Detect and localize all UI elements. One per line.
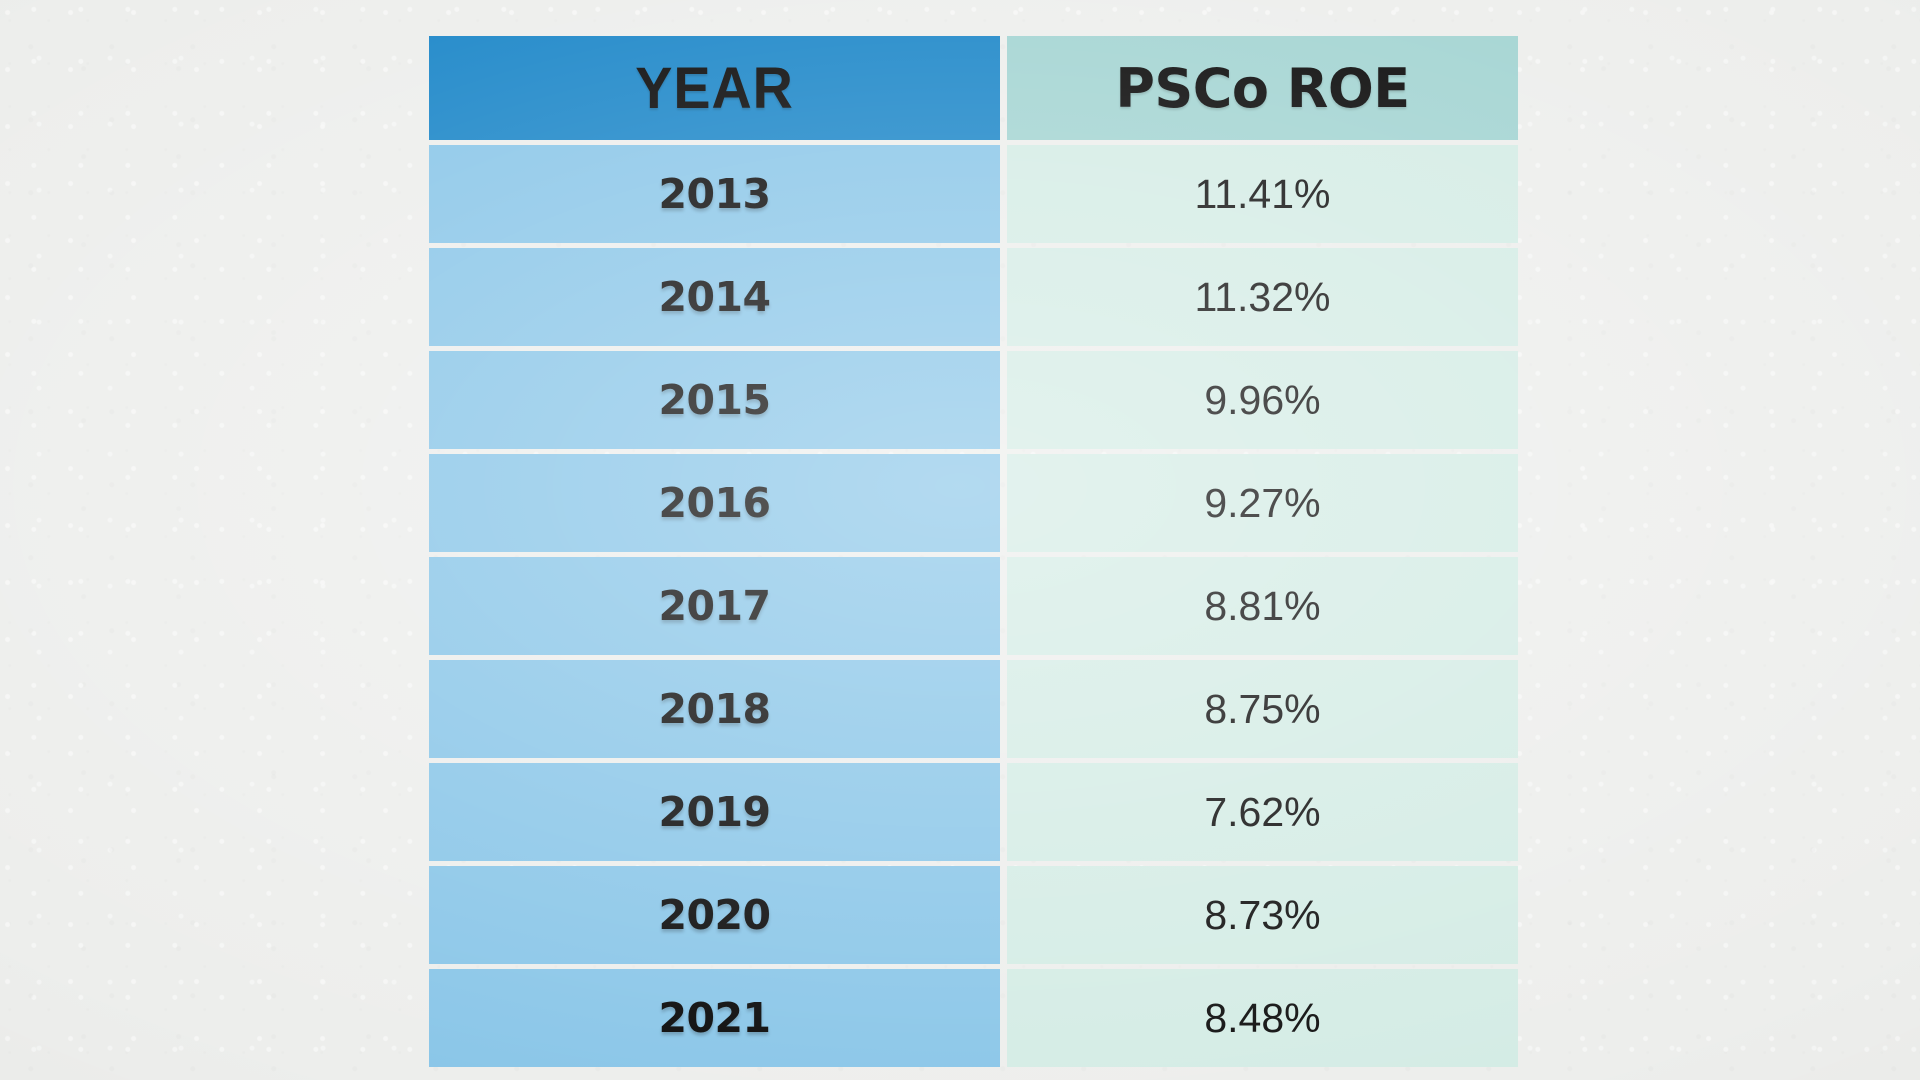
cell-year-value: 2015 [658,376,771,424]
table-header-row: YEAR PSCo ROE [429,36,1518,140]
table-row[interactable]: 2017 8.81% [429,557,1518,655]
cell-year-value: 2020 [658,891,771,939]
cell-roe-value: 11.41% [1194,170,1331,217]
cell-roe[interactable]: 8.75% [1007,660,1518,758]
cell-year-value: 2019 [658,788,771,836]
cell-roe-value: 8.48% [1204,994,1321,1041]
cell-roe-value: 9.27% [1204,479,1321,526]
column-header-roe[interactable]: PSCo ROE [1007,36,1518,140]
cell-year[interactable]: 2013 [429,145,1000,243]
cell-roe-value: 11.32% [1194,273,1331,320]
cell-roe[interactable]: 8.81% [1007,557,1518,655]
cell-roe[interactable]: 11.41% [1007,145,1518,243]
table-row[interactable]: 2016 9.27% [429,454,1518,552]
table-row[interactable]: 2015 9.96% [429,351,1518,449]
cell-year[interactable]: 2015 [429,351,1000,449]
psco-roe-table: YEAR PSCo ROE 2013 11.41% 2014 11.32% 2015 9.… [429,36,1518,1067]
cell-roe[interactable]: 9.27% [1007,454,1518,552]
cell-roe-value: 8.81% [1204,582,1321,629]
cell-roe[interactable]: 8.48% [1007,969,1518,1067]
column-header-roe-label: PSCo ROE [1115,56,1410,120]
column-header-year[interactable]: YEAR [429,36,1000,140]
table-row[interactable]: 2019 7.62% [429,763,1518,861]
cell-year-value: 2013 [658,170,771,218]
table-row[interactable]: 2014 11.32% [429,248,1518,346]
cell-roe-value: 8.75% [1204,685,1321,732]
cell-year[interactable]: 2018 [429,660,1000,758]
cell-roe-value: 7.62% [1204,788,1321,835]
table-row[interactable]: 2020 8.73% [429,866,1518,964]
cell-year[interactable]: 2016 [429,454,1000,552]
cell-year[interactable]: 2021 [429,969,1000,1067]
cell-year[interactable]: 2019 [429,763,1000,861]
cell-roe-value: 9.96% [1204,376,1321,423]
cell-year-value: 2017 [658,582,771,630]
cell-roe[interactable]: 8.73% [1007,866,1518,964]
cell-year[interactable]: 2017 [429,557,1000,655]
table-row[interactable]: 2018 8.75% [429,660,1518,758]
cell-year[interactable]: 2014 [429,248,1000,346]
cell-year-value: 2016 [658,479,771,527]
column-header-year-label: YEAR [635,55,794,121]
cell-roe[interactable]: 9.96% [1007,351,1518,449]
cell-year-value: 2018 [658,685,771,733]
cell-roe-value: 8.73% [1204,891,1321,938]
cell-year[interactable]: 2020 [429,866,1000,964]
cell-roe[interactable]: 7.62% [1007,763,1518,861]
cell-year-value: 2021 [658,994,771,1042]
table-row[interactable]: 2021 8.48% [429,969,1518,1067]
table-row[interactable]: 2013 11.41% [429,145,1518,243]
cell-roe[interactable]: 11.32% [1007,248,1518,346]
cell-year-value: 2014 [658,273,771,321]
